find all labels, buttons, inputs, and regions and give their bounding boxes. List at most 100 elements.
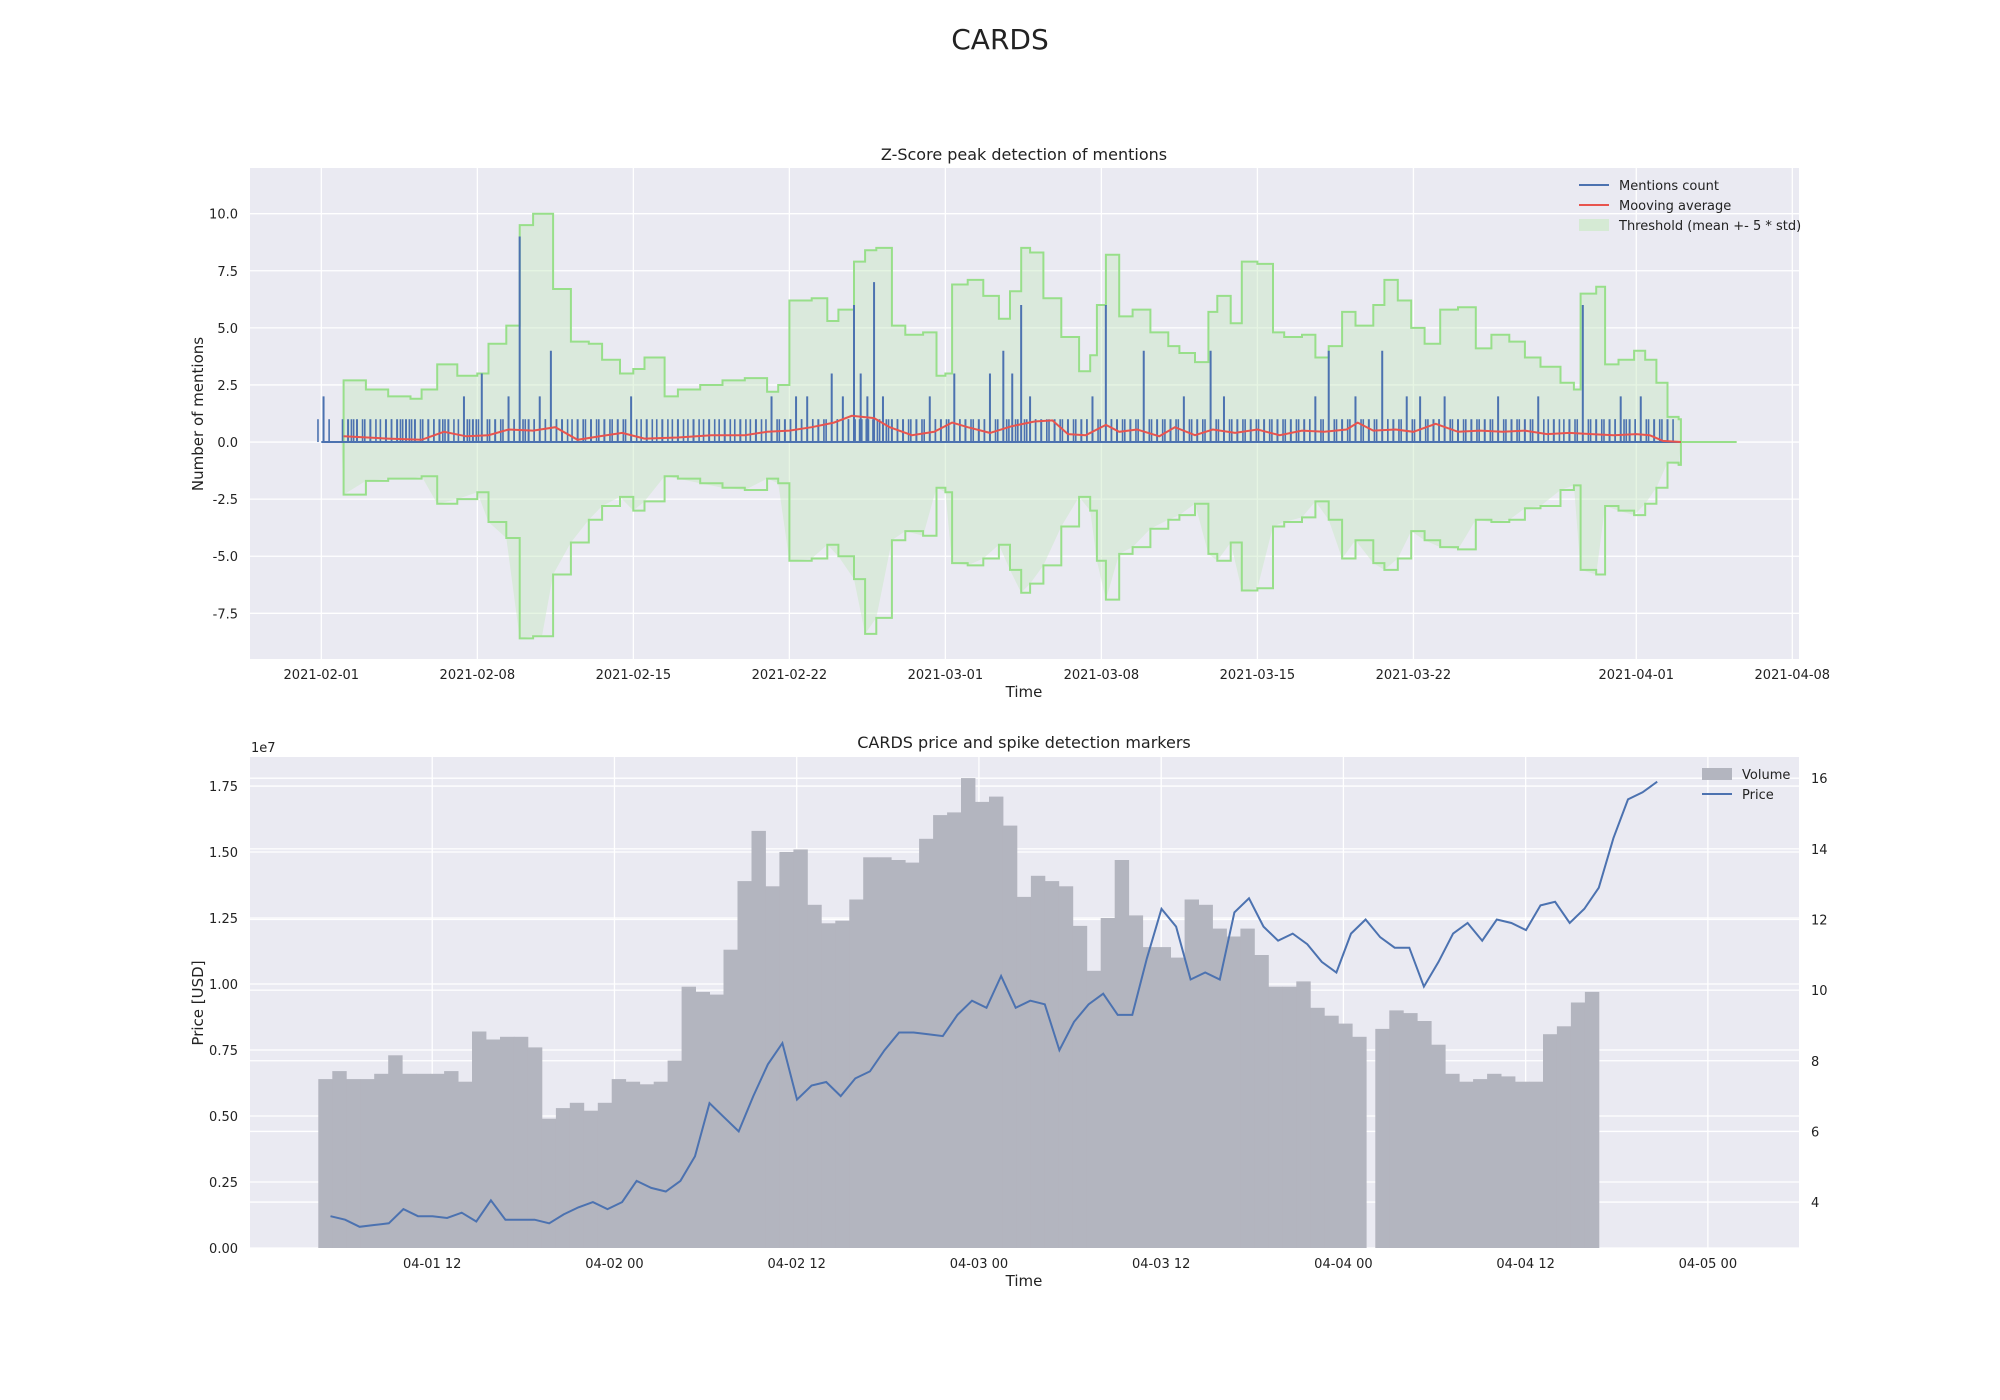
volume-y-tick-labels: 0.00 0.25 0.50 0.75 1.00 1.25 1.50 1.75 [209, 780, 238, 1257]
volume-bar [947, 812, 962, 1248]
threshold-band [341, 212, 1737, 640]
y-left-tick-label: 0.00 [209, 1242, 238, 1257]
x-tick-label: 04-04 12 [1496, 1257, 1554, 1272]
volume-bar [527, 1047, 543, 1248]
volume-bar [989, 796, 1004, 1248]
volume-bar [1128, 915, 1144, 1248]
volume-bar [332, 1071, 347, 1248]
volume-bar [709, 994, 724, 1248]
x-tick-label: 2021-04-01 [1599, 668, 1675, 683]
volume-bar [360, 1079, 375, 1248]
mentions-grid [250, 168, 1799, 659]
volume-bar [1058, 886, 1074, 1248]
volume-bar [779, 852, 794, 1248]
volume-bar [667, 1060, 682, 1248]
volume-bar [346, 1079, 361, 1248]
x-tick-label: 2021-02-08 [440, 668, 516, 683]
y-right-tick-label: 6 [1811, 1125, 1819, 1140]
y-right-tick-label: 16 [1811, 772, 1828, 787]
volume-bar [318, 1079, 333, 1248]
x-tick-label: 2021-02-22 [752, 668, 828, 683]
x-tick-label: 04-05 00 [1679, 1257, 1737, 1272]
volume-bar [1212, 928, 1227, 1248]
price-chart-title: CARDS price and spike detection markers [857, 733, 1191, 752]
volume-bar [1086, 970, 1102, 1248]
y-left-tick-label: 0.50 [209, 1110, 238, 1125]
mentions-count-series [317, 236, 1681, 444]
legend-threshold-swatch [1579, 219, 1609, 231]
x-tick-label: 04-02 00 [585, 1257, 643, 1272]
volume-bar [1072, 925, 1088, 1248]
price-y-axis-label: Price [USD] [189, 960, 207, 1045]
price-x-tick-labels: 04-01 12 04-02 00 04-02 12 04-03 00 04-03 12… [403, 1257, 1737, 1272]
volume-bar [374, 1073, 389, 1248]
moving-average-series [343, 414, 1681, 443]
y-tick-label: 10.0 [209, 208, 238, 223]
legend-moving-average-label: Mooving average [1619, 199, 1731, 214]
volume-bar [1324, 1015, 1339, 1248]
y-tick-label: 7.5 [217, 265, 238, 280]
volume-bar [541, 1118, 557, 1248]
volume-bar [891, 860, 906, 1248]
price-chart: 0.00 0.25 0.50 0.75 1.00 1.25 1.50 1.75 4 6 8 10 12… [189, 733, 1828, 1290]
volume-bar [793, 849, 808, 1248]
mentions-legend: Mentions count Mooving average Threshold… [1579, 179, 1801, 234]
volume-bar [1556, 1026, 1572, 1248]
volume-bar [849, 899, 864, 1248]
volume-bar [723, 949, 738, 1248]
volume-bar [1417, 1021, 1432, 1248]
volume-bar [1184, 899, 1199, 1248]
volume-bar [1268, 986, 1283, 1248]
legend-price-label: Price [1742, 788, 1774, 803]
x-tick-label: 2021-03-01 [908, 668, 984, 683]
price-line-series [330, 780, 1658, 1228]
y-right-tick-label: 10 [1811, 984, 1828, 999]
moving-average-line [343, 414, 1681, 443]
mentions-chart: 10.07.55.02.50.0-2.5-5.0-7.5 2021-02-01 2… [189, 145, 1830, 701]
y-tick-label: 0.0 [217, 436, 238, 451]
y-left-tick-label: 1.75 [209, 780, 238, 795]
x-tick-label: 04-01 12 [403, 1257, 461, 1272]
volume-bar [1044, 881, 1060, 1248]
volume-bar [388, 1055, 403, 1248]
volume-bar [1375, 1028, 1390, 1248]
threshold-lower-line [341, 441, 1737, 640]
volume-bar [1016, 896, 1032, 1248]
y-tick-label: -7.5 [213, 607, 238, 622]
volume-bar [1002, 825, 1018, 1248]
volume-bar [737, 881, 752, 1248]
volume-bar [1445, 1073, 1460, 1248]
x-tick-label: 2021-02-01 [284, 668, 360, 683]
volume-bar [458, 1081, 473, 1248]
y-tick-label: 2.5 [217, 379, 238, 394]
volume-bar [569, 1102, 585, 1248]
volume-bar [807, 904, 822, 1248]
volume-bar [1254, 955, 1269, 1248]
volume-offset-label: 1e7 [251, 741, 276, 756]
volume-bar [821, 923, 836, 1248]
volume-bar [1310, 1007, 1325, 1248]
volume-bar [975, 801, 990, 1248]
mentions-x-tick-labels: 2021-02-01 2021-02-08 2021-02-15 2021-02-22… [284, 668, 1831, 683]
volume-bar [1226, 936, 1241, 1248]
volume-bar [1352, 1036, 1367, 1248]
y-right-tick-label: 12 [1811, 913, 1828, 928]
legend-volume-label: Volume [1742, 768, 1790, 783]
volume-bar [402, 1073, 417, 1248]
volume-bar [1156, 947, 1171, 1248]
volume-bar [1543, 1034, 1558, 1248]
volume-bar [1473, 1079, 1488, 1248]
x-tick-label: 04-03 00 [950, 1257, 1008, 1272]
legend-volume-swatch [1702, 768, 1732, 780]
x-tick-label: 2021-02-15 [596, 668, 672, 683]
volume-bar [1142, 947, 1157, 1248]
volume-bar [430, 1073, 445, 1248]
y-tick-label: -2.5 [213, 493, 238, 508]
volume-bar [1403, 1013, 1418, 1248]
x-tick-label: 2021-03-08 [1064, 668, 1140, 683]
volume-bar [1282, 986, 1297, 1248]
x-tick-label: 04-04 00 [1314, 1257, 1372, 1272]
volume-bar [472, 1031, 487, 1248]
volume-bar [1431, 1044, 1446, 1248]
